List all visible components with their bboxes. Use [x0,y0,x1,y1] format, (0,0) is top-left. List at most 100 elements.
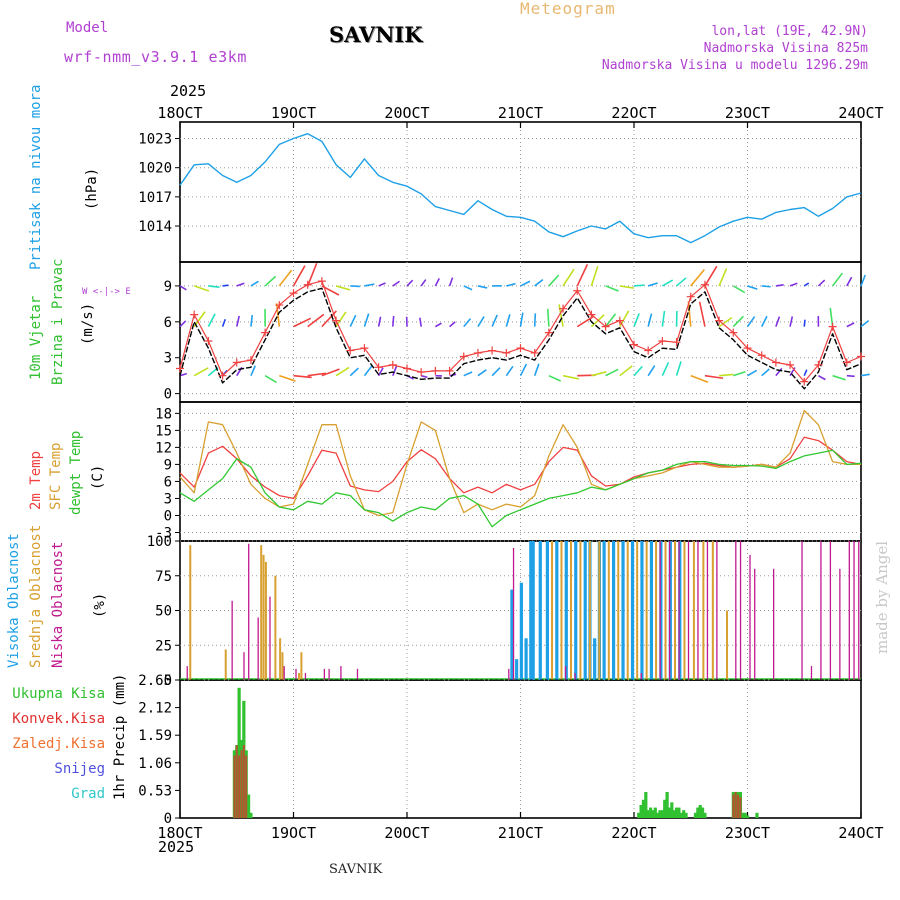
wind-barb [605,368,619,377]
wind-barb [363,313,370,327]
wind-barb [591,371,607,377]
wind-barb [293,317,312,328]
wind-gust-marker [303,280,312,289]
precip-rain-bar [682,810,686,818]
wind-barb [647,282,658,287]
wind-gust-marker [700,280,709,289]
wind-barb [533,363,540,376]
wind-barb [193,367,209,377]
wind-barb [690,374,709,383]
y-tick-label: 0 [164,673,172,689]
wind-barb [306,263,318,287]
wind-barb [704,374,724,380]
wind-barb [477,285,488,289]
wind-barb [392,366,398,376]
wind-barb [846,276,853,287]
precip-legend-rain: Ukupna Kisa [12,686,105,702]
wind-barb [377,316,382,327]
wind-barb [619,365,633,377]
wind-gust-marker [502,348,511,357]
precip-rain-bar [696,807,700,818]
wind-barb [718,268,728,287]
wind-gust-marker [261,328,270,337]
wind-barb [803,369,808,376]
wind-gust-marker [289,289,298,298]
wind-barb [619,285,635,289]
wind-barb [732,315,744,328]
wind-barb [179,372,188,377]
wind-barb [321,368,340,377]
wind-gust-marker [601,322,610,331]
wind-barb [448,277,454,287]
wind-barb [604,313,617,328]
wind-gust-marker [445,366,454,375]
wind-barb [235,315,240,327]
wind-gust-marker [686,292,695,301]
wind-gust-marker [388,360,397,369]
precip-rain-bar [639,804,643,818]
wind-gust-marker [246,356,255,365]
wind-barb [818,374,826,381]
bottom-time-tick: 20OCT [384,824,429,842]
precip-rain-bar [658,810,662,818]
station-title: SAVNIK [329,22,423,47]
y-tick-label: 6 [164,474,172,490]
precip-legend-freezing: Zaledj.Kisa [12,736,105,752]
wind-gust-marker [630,340,638,349]
precip-rain-bar [246,794,251,818]
top-time-tick: 20OCT [384,104,429,122]
precip-rain-bar [641,799,646,818]
wind-barb [221,318,227,327]
wind-barb [860,319,870,328]
wind-barb [647,313,653,327]
wind-barb [860,373,870,377]
bottom-time-tick: 24OCT [838,824,883,842]
wind-barb [633,365,643,377]
wind-barb [363,365,373,377]
pressure-line [179,132,862,244]
wind-barb [633,313,640,327]
wind-compass: W <-|-> E [82,287,131,297]
wind-barb [292,265,306,287]
precip-rain-bar [667,807,672,818]
wind-gust-marker [559,304,568,313]
model-label: Model [66,20,109,36]
wind-barb [860,274,866,287]
bottom-time-tick: 21OCT [498,824,543,842]
wind-barb [335,285,351,291]
wind-gust-marker [857,352,865,361]
precip-conv-bar [245,755,248,818]
wind-barb [647,365,656,377]
wind-barb [690,269,706,287]
wind-barb [207,313,216,327]
precip-rain-bar [672,810,676,818]
wind-barb [846,322,855,328]
y-tick-label: 1.59 [138,728,172,744]
precip-rain-bar [745,815,750,818]
y-tick-label: 100 [147,534,172,550]
footer-station: SAVNIK [329,862,383,877]
wind-barb [661,310,666,327]
top-time-tick: 21OCT [498,104,543,122]
model-altitude-label: Nadmorska Visina u modelu 1296.29m [601,58,868,73]
wind-barb [846,374,855,378]
precip-rain-bar [670,802,674,818]
precip-rain-bar [663,799,667,818]
wind-barb [704,265,718,287]
temp-dewpt-line [179,449,862,528]
wind-barb [378,282,386,287]
wind-gust-marker [771,358,780,367]
wind-barb [803,319,806,327]
wind-barb [590,266,599,287]
wind-barb [519,363,528,377]
wind-gust-marker [218,371,227,380]
top-time-tick: 22OCT [611,104,656,122]
wind-barb [278,269,293,287]
wind-barb [477,369,487,377]
precip-rain-bar [743,812,747,818]
wind-barb [832,374,846,381]
model-value: wrf-nmm_v3.9.1 e3km [64,48,247,66]
wind-gust-marker [204,336,213,345]
wind-barb [250,314,254,327]
wind-gust-marker [672,338,681,347]
